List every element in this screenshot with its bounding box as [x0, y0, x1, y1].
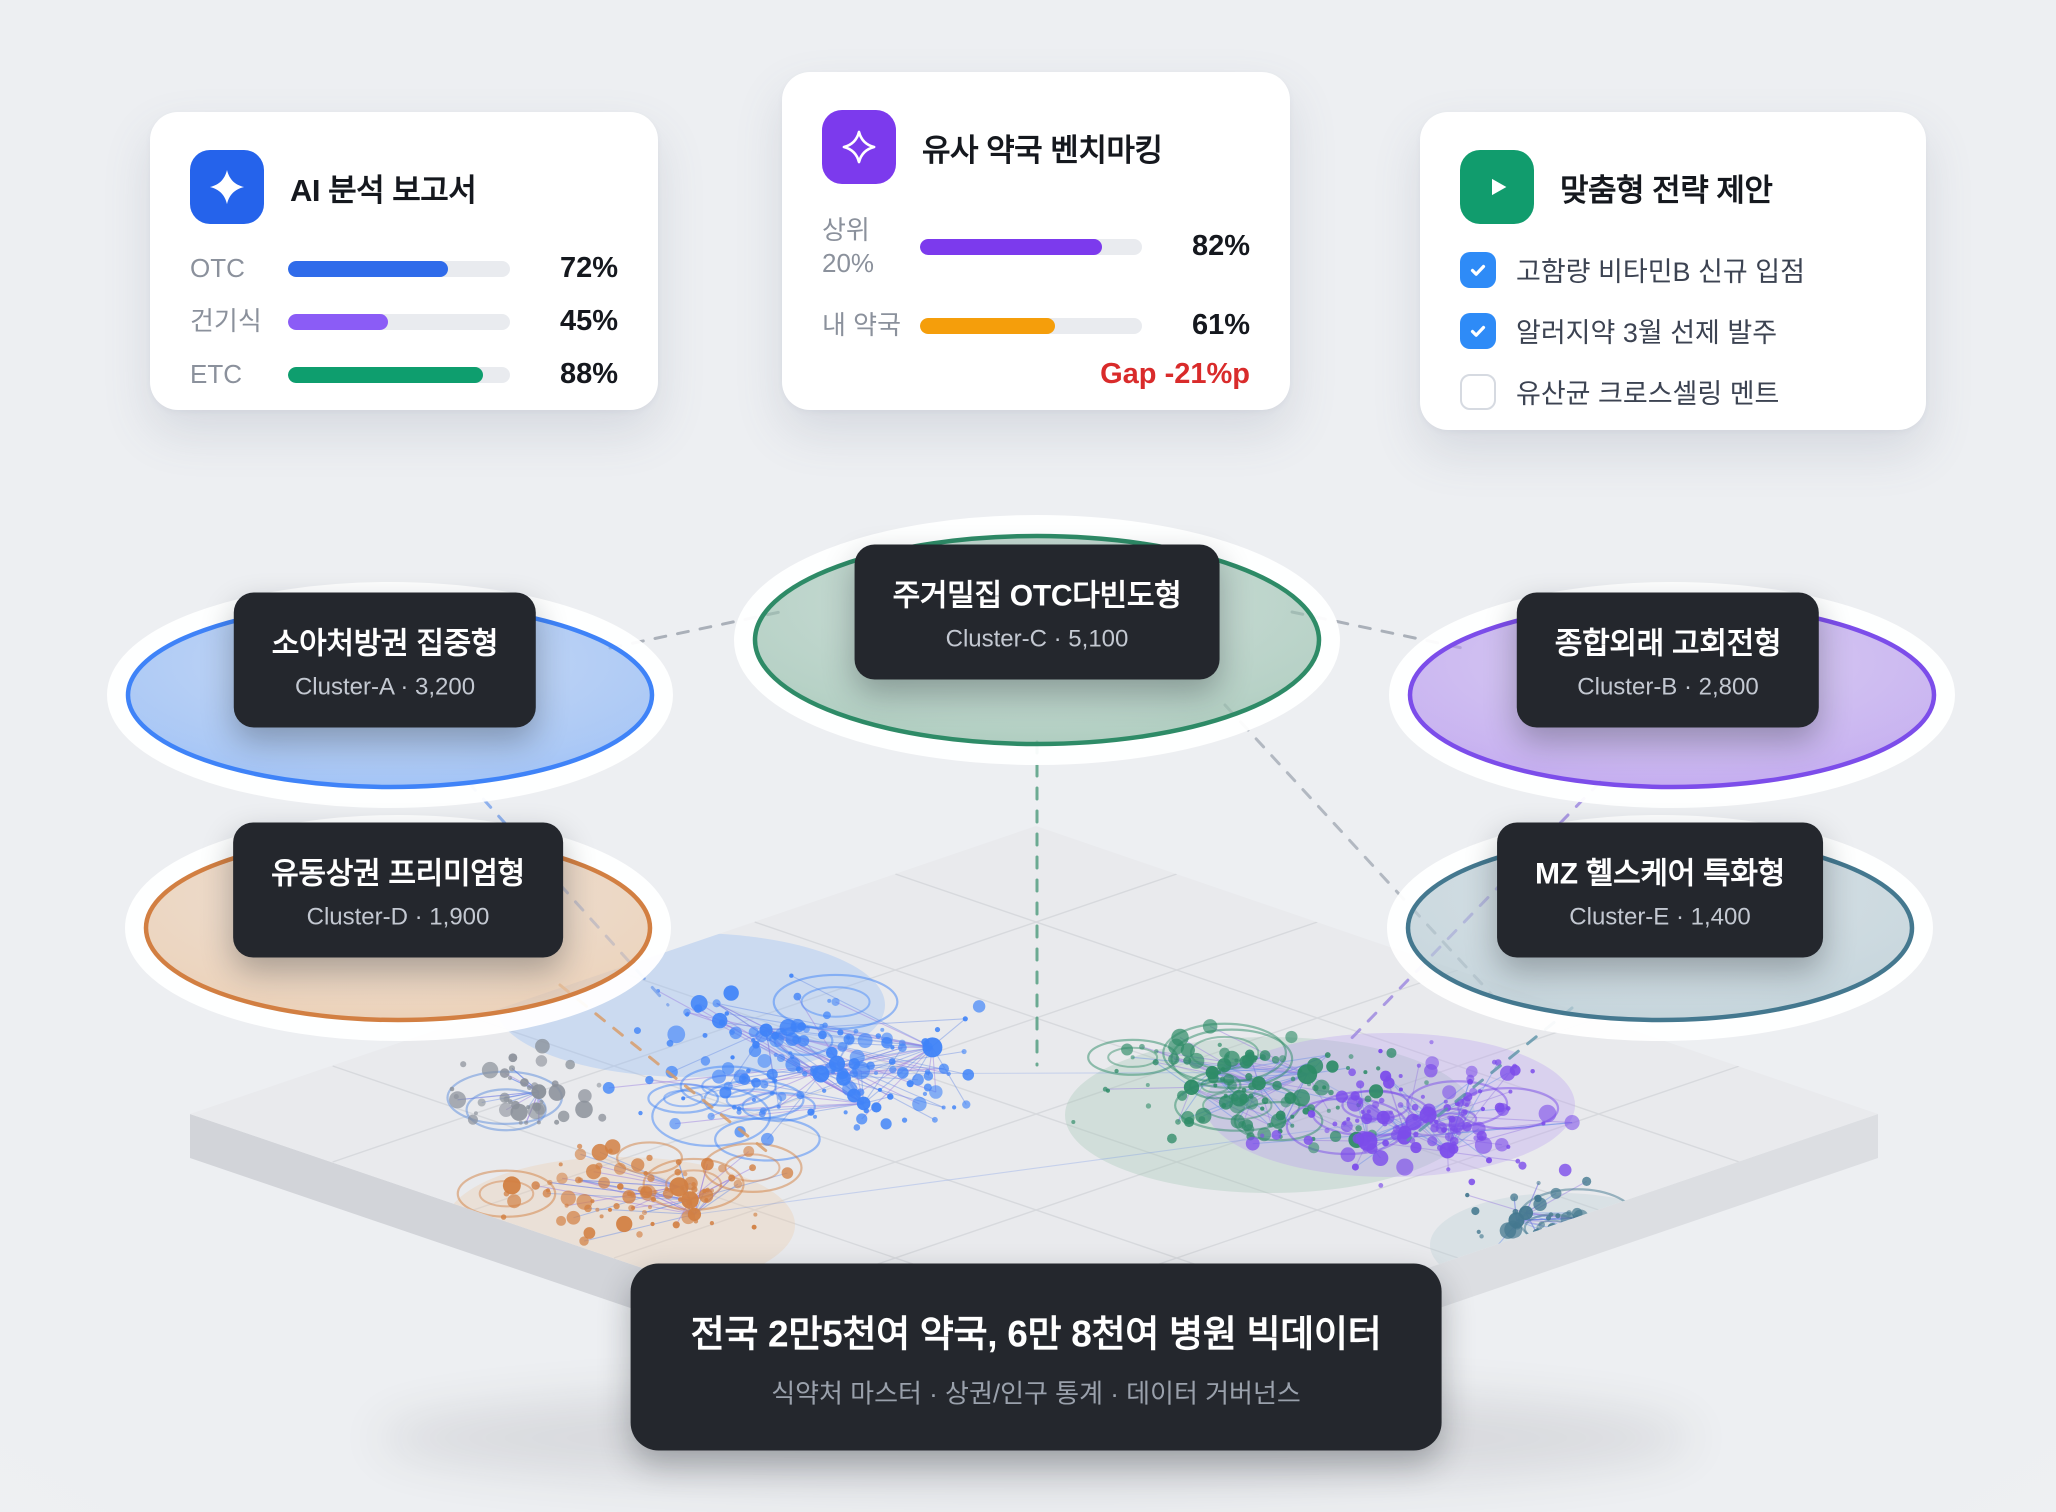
row-value: 72%: [559, 252, 618, 284]
ai-report-row-otc: OTC 72%: [190, 252, 618, 285]
checkbox-icon[interactable]: [1460, 312, 1496, 349]
strategy-item-label: 고함량 비타민B 신규 입점: [1516, 257, 1805, 287]
cluster-meta: Cluster-D · 1,900: [306, 903, 490, 931]
row-label: 상위 20%: [822, 215, 875, 278]
cluster-meta: Cluster-B · 2,800: [1577, 673, 1759, 701]
checkbox-icon[interactable]: [1460, 373, 1496, 410]
footer-title: 전국 2만5천여 약국, 6만 8천여 병원 빅데이터: [690, 1313, 1382, 1355]
cluster-meta: Cluster-A · 3,200: [294, 673, 476, 701]
cluster-name: 종합외래 고회전형: [1554, 627, 1782, 661]
strategy-item: 유산균 크로스셀링 멘트: [1460, 372, 1886, 411]
cluster-b-chip: 종합외래 고회전형 Cluster-B · 2,800: [1516, 592, 1820, 728]
cluster-name: MZ 헬스케어 특화형: [1535, 857, 1785, 891]
strategy-item-label: 유산균 크로스셀링 멘트: [1516, 379, 1780, 409]
strategy-title: 맞춤형 전략 제안: [1560, 172, 1773, 208]
cluster-name: 주거밀집 OTC다빈도형: [892, 579, 1182, 613]
progress-fill: [920, 317, 1056, 334]
progress-fill: [288, 260, 448, 277]
ai-report-row-supplement: 건기식 45%: [190, 305, 618, 338]
benchmark-row-mine: 내 약국 61%: [822, 309, 1250, 342]
cluster-meta: Cluster-E · 1,400: [1569, 903, 1751, 931]
cluster-meta: Cluster-C · 5,100: [945, 625, 1129, 653]
progress-fill: [920, 238, 1103, 255]
cluster-d-chip: 유동상권 프리미엄형 Cluster-D · 1,900: [233, 822, 563, 958]
checkbox-icon[interactable]: [1460, 251, 1496, 288]
progress-track: [920, 238, 1142, 255]
bigdata-footer-chip: 전국 2만5천여 약국, 6만 8천여 병원 빅데이터 식약처 마스터 · 상권…: [630, 1263, 1442, 1451]
row-label: ETC: [190, 359, 242, 390]
cluster-name: 유동상권 프리미엄형: [271, 857, 525, 891]
row-value: 88%: [559, 358, 618, 390]
row-label: 건기식: [190, 306, 262, 337]
progress-track: [288, 313, 510, 330]
ai-report-card: AI 분석 보고서 OTC 72% 건기식 45% ETC 88%: [150, 112, 658, 410]
cluster-c-chip: 주거밀집 OTC다빈도형 Cluster-C · 5,100: [854, 544, 1220, 680]
benchmark-title: 유사 약국 벤치마킹: [922, 132, 1163, 168]
row-value: 82%: [1191, 230, 1250, 262]
benchmark-row-top20: 상위 20% 82%: [822, 214, 1250, 279]
sparkle-icon: [190, 150, 264, 224]
progress-fill: [288, 366, 484, 383]
progress-track: [288, 260, 510, 277]
strategy-item: 고함량 비타민B 신규 입점: [1460, 250, 1886, 289]
row-value: 61%: [1191, 309, 1250, 341]
cluster-name: 소아처방권 집중형: [271, 627, 499, 661]
row-label: 내 약국: [822, 310, 901, 341]
cluster-e-chip: MZ 헬스케어 특화형 Cluster-E · 1,400: [1497, 822, 1823, 958]
gap-indicator: Gap -21%p: [1100, 358, 1250, 390]
footer-subtitle: 식약처 마스터 · 상권/인구 통계 · 데이터 거버넌스: [771, 1378, 1301, 1409]
progress-track: [920, 317, 1142, 334]
strategy-item: 알러지약 3월 선제 발주: [1460, 311, 1886, 350]
row-label: OTC: [190, 253, 245, 284]
cluster-a-chip: 소아처방권 집중형 Cluster-A · 3,200: [233, 592, 537, 728]
ai-report-row-etc: ETC 88%: [190, 358, 618, 391]
row-value: 45%: [559, 305, 618, 337]
benchmark-card: 유사 약국 벤치마킹 상위 20% 82% 내 약국 61% Gap -21%p: [782, 72, 1290, 410]
strategy-item-label: 알러지약 3월 선제 발주: [1516, 318, 1778, 348]
sparkle-outline-icon: [822, 110, 896, 184]
progress-fill: [288, 313, 388, 330]
progress-track: [288, 366, 510, 383]
play-icon: [1460, 150, 1534, 224]
strategy-card: 맞춤형 전략 제안 고함량 비타민B 신규 입점 알러지약 3월 선제 발주: [1420, 112, 1926, 430]
ai-report-title: AI 분석 보고서: [290, 172, 477, 208]
